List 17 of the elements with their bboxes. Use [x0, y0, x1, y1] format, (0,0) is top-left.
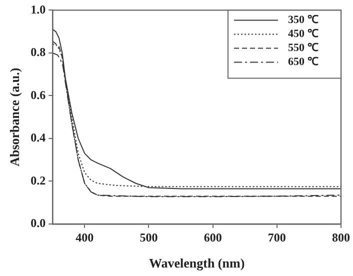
y-tick-label: 0.2: [30, 173, 46, 188]
y-tick-label: 1.0: [30, 2, 46, 16]
y-tick-label: 0.0: [30, 216, 46, 230]
x-tick-label: 400: [76, 230, 94, 244]
legend-label: 650 ℃: [288, 56, 318, 68]
x-axis-title: Wavelength (nm): [148, 256, 245, 271]
x-tick-label: 500: [140, 230, 158, 244]
legend-label: 550 ℃: [288, 42, 318, 54]
y-tick-label: 0.6: [30, 88, 46, 102]
legend-label: 450 ℃: [288, 28, 318, 40]
x-tick-label: 800: [332, 230, 350, 244]
y-tick-label: 0.4: [30, 130, 46, 145]
x-tick-label: 600: [204, 230, 222, 244]
y-tick-label: 0.8: [30, 45, 46, 60]
x-tick-label: 700: [268, 230, 286, 244]
legend-label: 350 ℃: [288, 14, 318, 26]
y-axis-title: Absorbance (a.u.): [7, 68, 22, 166]
